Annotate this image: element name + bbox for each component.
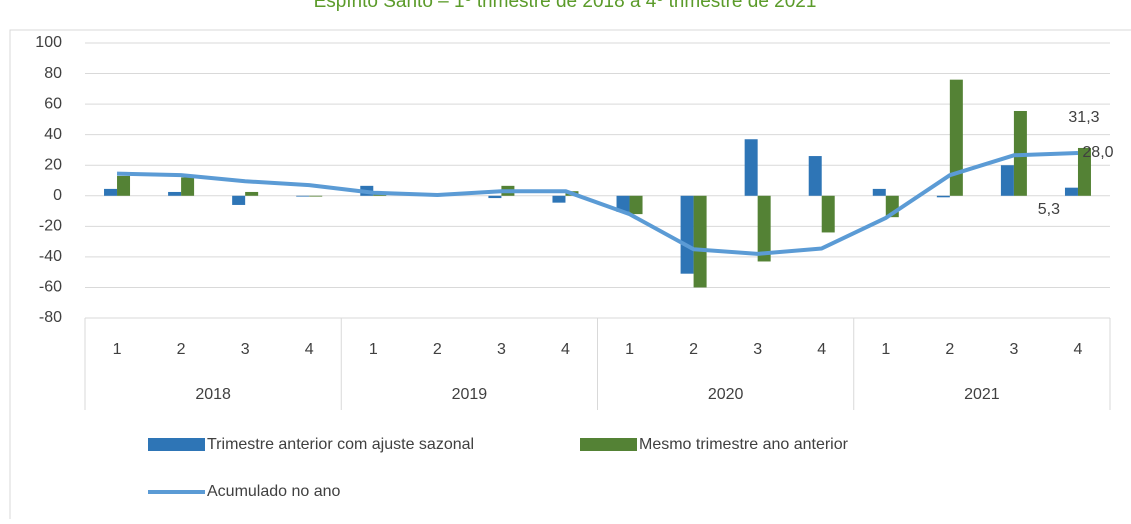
- legend-label: Mesmo trimestre ano anterior: [639, 436, 849, 453]
- bar: [168, 191, 182, 196]
- y-tick-label: 40: [44, 126, 62, 143]
- y-tick-label: -20: [39, 218, 62, 235]
- x-tick-label: 3: [753, 341, 762, 358]
- bar: [373, 194, 387, 196]
- group-label: 2021: [964, 386, 1000, 403]
- legend-swatch: [580, 438, 637, 451]
- bar: [872, 188, 886, 196]
- bar: [232, 195, 246, 205]
- y-tick-label: 100: [35, 34, 62, 51]
- bar: [1064, 187, 1078, 196]
- x-tick-label: 2: [433, 341, 442, 358]
- bar: [821, 195, 835, 233]
- x-tick-label: 3: [241, 341, 250, 358]
- y-tick-label: 80: [44, 65, 62, 82]
- data-label: 5,3: [1038, 201, 1060, 218]
- y-tick-label: 0: [53, 187, 62, 204]
- x-tick-label: 3: [497, 341, 506, 358]
- bar: [616, 195, 630, 212]
- x-tick-label: 3: [1009, 341, 1018, 358]
- legend-label: Acumulado no ano: [207, 483, 341, 500]
- x-tick-label: 4: [817, 341, 826, 358]
- group-label: 2018: [195, 386, 231, 403]
- bar: [245, 191, 259, 196]
- y-tick-label: -40: [39, 248, 62, 265]
- x-tick-label: 2: [945, 341, 954, 358]
- bar: [693, 195, 707, 288]
- legend-label: Trimestre anterior com ajuste sazonal: [207, 436, 474, 453]
- x-tick-label: 4: [561, 341, 570, 358]
- bar: [808, 156, 822, 196]
- bar: [680, 195, 694, 274]
- bar: [296, 195, 310, 197]
- bar: [1000, 165, 1014, 196]
- x-tick-label: 1: [113, 341, 122, 358]
- x-tick-label: 4: [1074, 341, 1083, 358]
- x-tick-label: 4: [305, 341, 314, 358]
- group-label: 2019: [452, 386, 488, 403]
- bar: [181, 177, 195, 196]
- bar: [488, 195, 502, 199]
- bar: [629, 195, 643, 215]
- y-tick-label: -80: [39, 309, 62, 326]
- bar: [1077, 147, 1091, 196]
- chart-border: [9, 29, 1131, 524]
- y-tick-label: 60: [44, 95, 62, 112]
- bar: [552, 195, 566, 203]
- bar: [949, 79, 963, 196]
- x-tick-label: 1: [369, 341, 378, 358]
- data-label: 28,0: [1082, 144, 1113, 161]
- line: [116, 151, 1079, 256]
- data-label: 31,3: [1068, 109, 1099, 126]
- x-tick-label: 1: [625, 341, 634, 358]
- x-tick-label: 2: [689, 341, 698, 358]
- chart-title: Espírito Santo – 1º trimestre de 2018 a …: [314, 0, 817, 12]
- bar: [936, 195, 950, 198]
- group-label: 2020: [708, 386, 744, 403]
- y-tick-label: -60: [39, 279, 62, 296]
- x-tick-label: 1: [881, 341, 890, 358]
- legend-swatch: [148, 438, 205, 451]
- bar: [104, 188, 118, 196]
- bar: [309, 195, 323, 197]
- bar: [117, 175, 131, 196]
- y-tick-label: 20: [44, 156, 62, 173]
- x-tick-label: 2: [177, 341, 186, 358]
- bar: [744, 139, 758, 196]
- bar: [757, 195, 771, 262]
